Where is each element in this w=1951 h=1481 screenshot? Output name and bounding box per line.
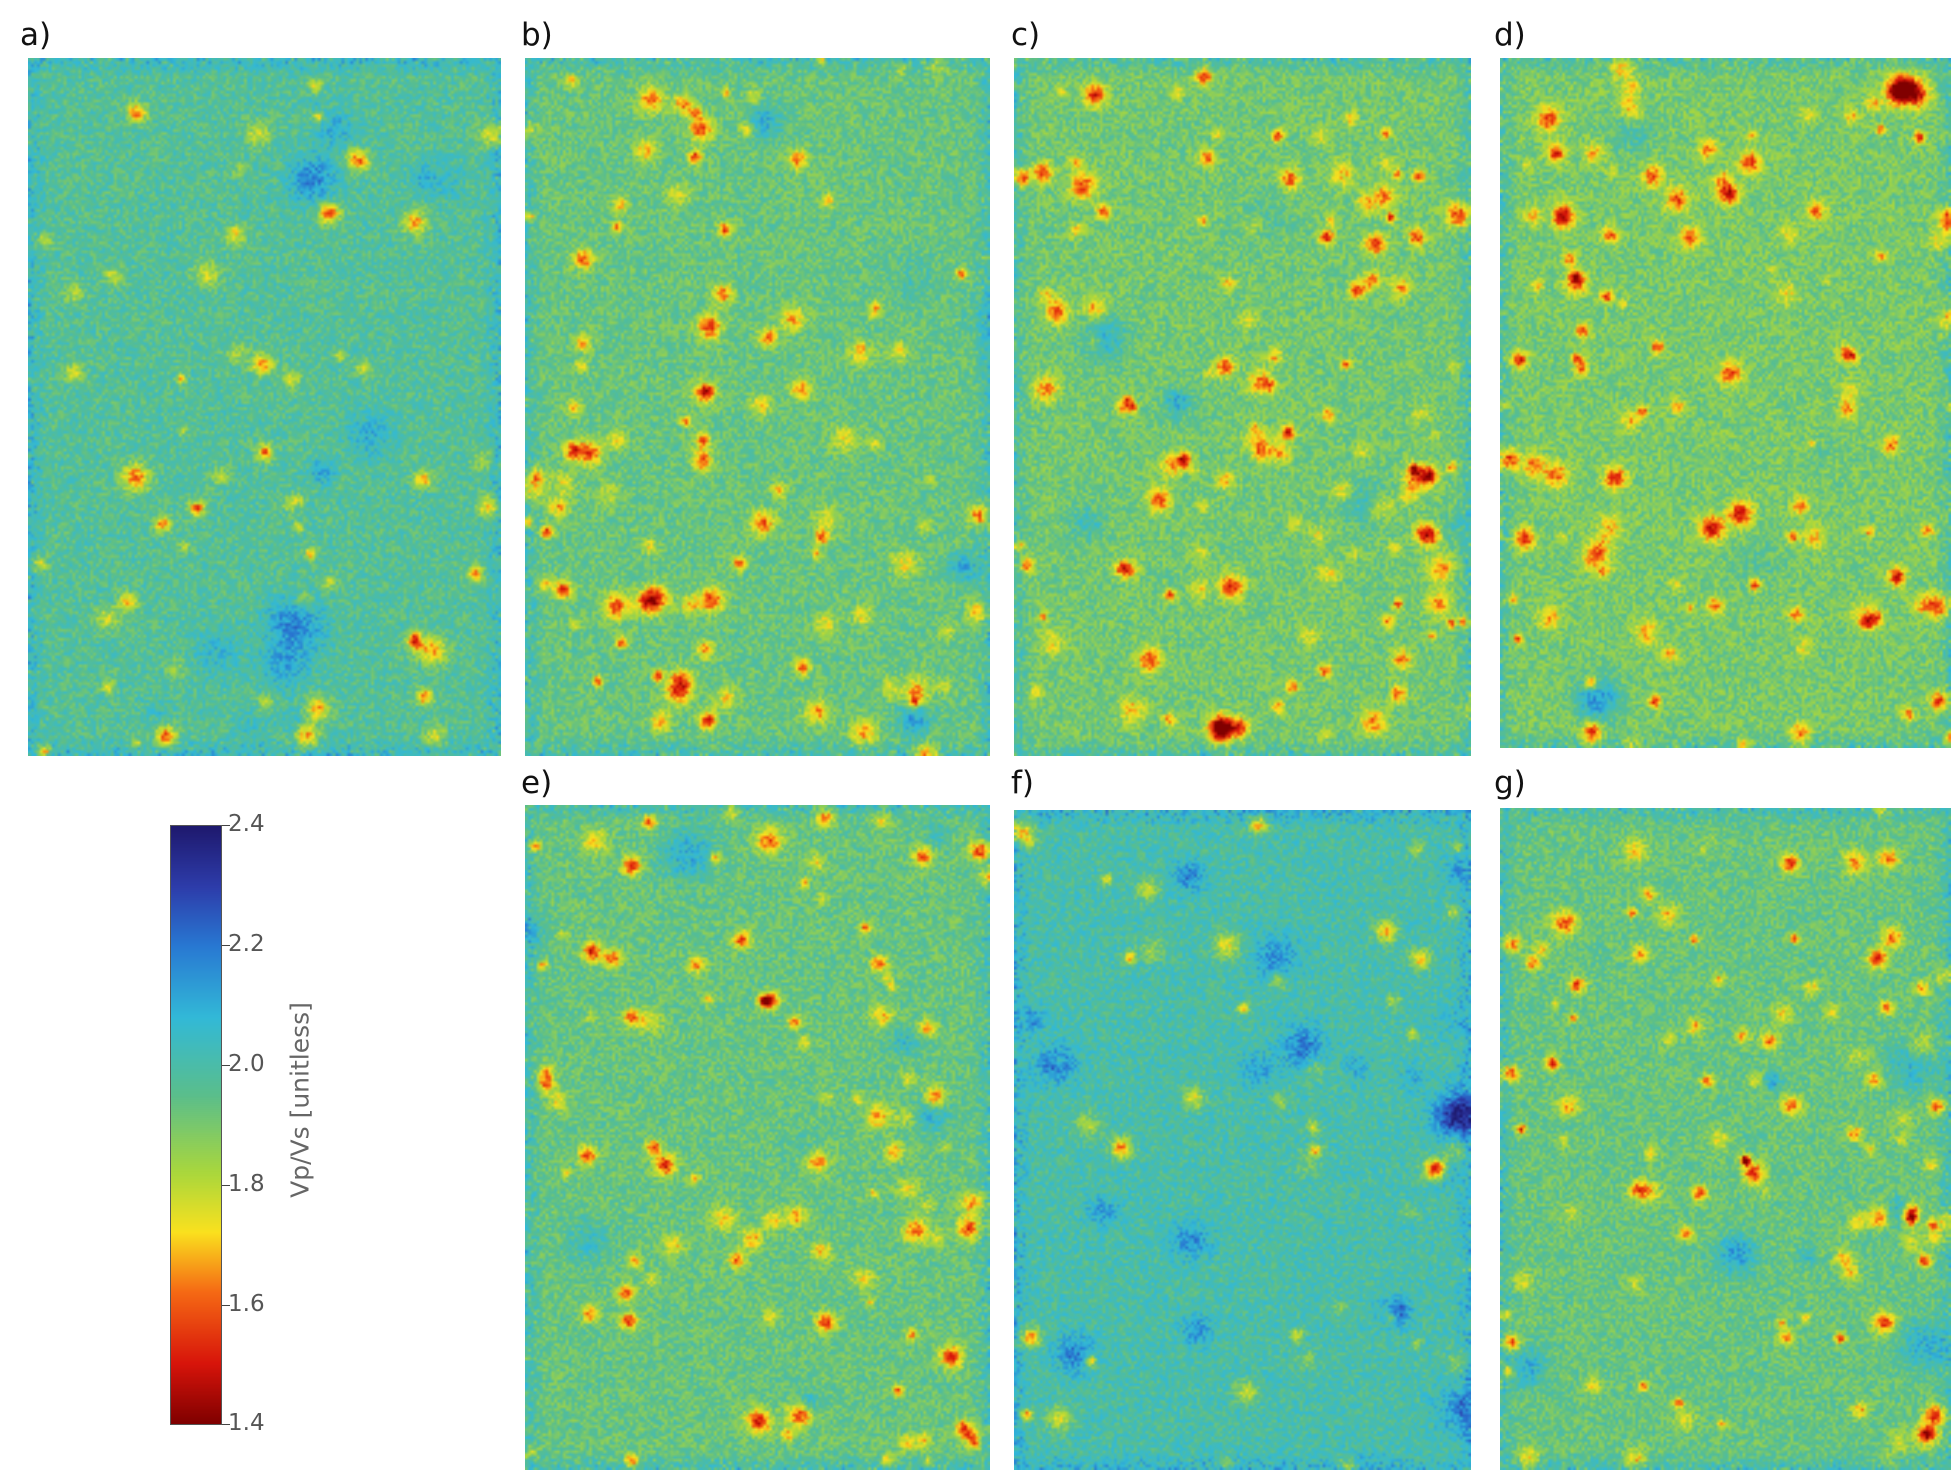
heatmap-canvas-d	[1500, 58, 1951, 748]
colorbar	[170, 825, 222, 1425]
colorbar-axis-label: Vp/Vs [unitless]	[285, 1002, 315, 1198]
colorbar-tick-label: 1.6	[228, 1291, 265, 1317]
heatmap-panel-g	[1500, 808, 1951, 1470]
heatmap-panel-f	[1014, 810, 1471, 1470]
colorbar-tick-label: 2.0	[228, 1051, 265, 1077]
colorbar-tick-label: 2.2	[228, 931, 265, 957]
panel-label-c: c)	[1011, 17, 1041, 53]
heatmap-canvas-c	[1014, 58, 1471, 756]
heatmap-canvas-a	[28, 58, 501, 756]
heatmap-panel-b	[525, 58, 990, 756]
heatmap-panel-d	[1500, 58, 1951, 748]
heatmap-canvas-f	[1014, 810, 1471, 1470]
heatmap-panel-e	[525, 805, 990, 1470]
panel-label-b: b)	[521, 17, 553, 53]
colorbar-tick-label: 1.8	[228, 1171, 265, 1197]
heatmap-canvas-b	[525, 58, 990, 756]
panel-label-d: d)	[1494, 17, 1526, 53]
heatmap-panel-c	[1014, 58, 1471, 756]
heatmap-canvas-g	[1500, 808, 1951, 1470]
panel-label-e: e)	[521, 765, 553, 801]
panel-label-g: g)	[1494, 765, 1526, 801]
heatmap-panel-a	[28, 58, 501, 756]
colorbar-tick-label: 2.4	[228, 811, 265, 837]
colorbar-tick-label: 1.4	[228, 1410, 265, 1436]
panel-label-a: a)	[20, 17, 52, 53]
panel-label-f: f)	[1011, 765, 1035, 801]
heatmap-canvas-e	[525, 805, 990, 1470]
